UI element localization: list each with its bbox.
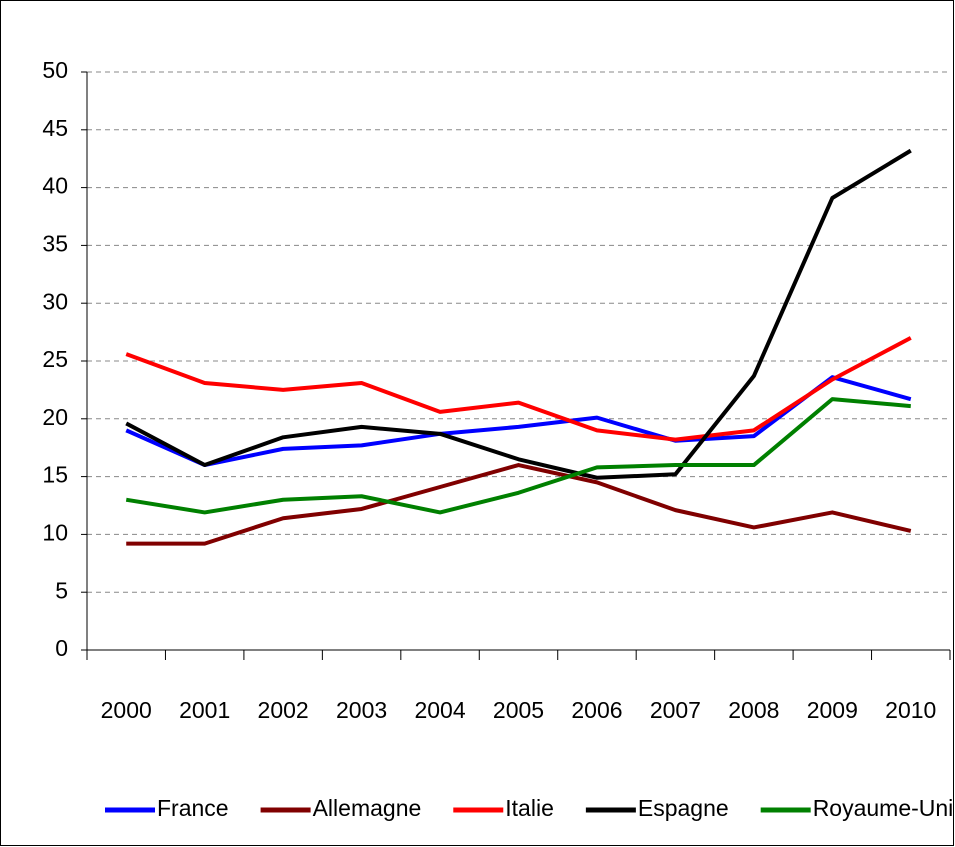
series-line [125,397,911,515]
series-line [125,148,912,480]
y-tick-label: 5 [55,577,68,603]
x-tick-label: 2007 [650,697,701,723]
y-tick-label: 50 [42,57,68,83]
legend-label: France [157,795,229,821]
x-tick-label: 2001 [179,697,230,723]
x-tick-label: 2009 [807,697,858,723]
legend-label: Royaume-Uni [813,795,954,821]
y-tick-label: 0 [55,635,68,661]
y-tick-label: 40 [42,173,68,199]
x-tick-label: 2010 [885,697,936,723]
y-tick-label: 10 [42,519,68,545]
y-tick-label: 35 [42,230,68,256]
series-line [125,336,912,442]
y-tick-label: 45 [42,115,68,141]
x-tick-label: 2005 [493,697,544,723]
x-tick-label: 2008 [728,697,779,723]
y-tick-label: 25 [42,346,68,372]
y-tick-label: 30 [42,288,68,314]
legend-label: Italie [505,795,554,821]
series-line [126,463,912,546]
legend-label: Espagne [638,795,729,821]
x-tick-label: 2002 [258,697,309,723]
x-tick-label: 2000 [101,697,152,723]
x-tick-label: 2006 [571,697,622,723]
series-line [125,375,912,468]
x-tick-label: 2004 [414,697,465,723]
x-tick-label: 2003 [336,697,387,723]
legend-label: Allemagne [313,795,422,821]
y-tick-label: 15 [42,462,68,488]
y-tick-label: 20 [42,404,68,430]
